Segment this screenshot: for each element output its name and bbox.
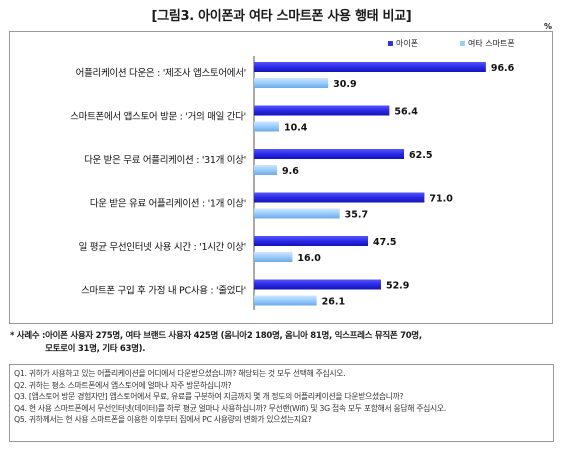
bar-value-label: 10.4 bbox=[284, 123, 308, 134]
chart-frame: 아이폰 여타 스마트폰 어플리케이션 다운은 : '제조사 앱스토어에서' 96.6… bbox=[9, 31, 553, 324]
bar-value-label: 9.6 bbox=[282, 166, 299, 177]
category-label: 다운 받은 유료 어플리케이션 : '1개 이상' bbox=[90, 199, 246, 210]
bar bbox=[254, 121, 279, 132]
sample-note-text: 아이폰 사용자 275명, 여타 브랜드 사용자 425명 (옴니아2 180명… bbox=[45, 331, 422, 354]
bar bbox=[254, 279, 381, 290]
category-label: 스마트폰에서 앱스토어 방문 : '거의 매일 간다' bbox=[70, 111, 246, 123]
bar-value-label: 30.9 bbox=[333, 79, 356, 90]
bar bbox=[254, 236, 368, 246]
bar bbox=[254, 252, 293, 262]
bar bbox=[254, 78, 329, 88]
question-item: Q5. 귀하께서는 현 사용 스마트폰을 이용한 이후부터 집에서 PC 사용량… bbox=[14, 415, 312, 425]
bar bbox=[254, 295, 317, 306]
question-item: Q4. 현 사용 스마트폰에서 무선인터넷(데이터)를 하루 평균 얼마나 사용… bbox=[14, 403, 446, 413]
unit-label: % bbox=[544, 22, 553, 31]
category-label: 일 평균 무선인터넷 사용 시간 : '1시간 이상' bbox=[79, 242, 246, 253]
legend: 아이폰 여타 스마트폰 bbox=[388, 38, 515, 48]
question-item: Q3. [앱스토어 방문 경험자만] 앱스토어에서 무료, 유료를 구분하여 지… bbox=[14, 392, 404, 402]
bar-value-label: 35.7 bbox=[345, 210, 368, 221]
legend-entry: 아이폰 bbox=[396, 38, 418, 48]
bar bbox=[254, 192, 425, 203]
bar-value-label: 47.5 bbox=[373, 237, 396, 248]
sample-note-label: * 사례수 : bbox=[10, 331, 46, 341]
bar-value-label: 96.6 bbox=[491, 63, 515, 74]
question-item: Q1. 귀하가 사용하고 있는 어플리케이션을 어디에서 다운받으셨습니까? 해… bbox=[14, 369, 346, 378]
bar-value-label: 71.0 bbox=[429, 194, 453, 205]
question-item: Q2. 귀하는 평소 스마트폰에서 앱스토어에 얼마나 자주 방문하십니까? bbox=[14, 380, 232, 390]
bar-value-label: 52.9 bbox=[386, 281, 409, 292]
bar-value-label: 56.4 bbox=[394, 107, 418, 118]
category-label: 스마트폰 구입 후 가정 내 PC사용 : '줄었다' bbox=[81, 285, 246, 297]
category-label: 다운 받은 무료 어플리케이션 : '31개 이상' bbox=[84, 155, 246, 166]
bar bbox=[254, 105, 390, 116]
bar-value-label: 26.1 bbox=[322, 297, 345, 308]
bar-chart: 아이폰 여타 스마트폰 어플리케이션 다운은 : '제조사 앱스토어에서' 96.6… bbox=[70, 38, 515, 310]
bar bbox=[254, 208, 340, 219]
legend-entry: 여타 스마트폰 bbox=[468, 38, 515, 48]
legend-swatch bbox=[460, 41, 465, 46]
bar bbox=[254, 149, 404, 159]
questions-box: Q1. 귀하가 사용하고 있는 어플리케이션을 어디에서 다운받으셨습니까? 해… bbox=[9, 364, 554, 442]
category-label: 어플리케이션 다운은 : '제조사 앱스토어에서' bbox=[76, 67, 246, 79]
bar-value-label: 16.0 bbox=[297, 253, 321, 264]
sample-note: * 사례수 : 아이폰 사용자 275명, 여타 브랜드 사용자 425명 (옴… bbox=[10, 330, 555, 356]
bar-value-label: 62.5 bbox=[409, 150, 432, 161]
legend-swatch bbox=[388, 41, 393, 46]
bar bbox=[254, 62, 486, 72]
chart-title: [그림3. 아이폰과 여타 스마트폰 사용 행태 비교] bbox=[151, 9, 412, 24]
bar bbox=[254, 165, 278, 175]
